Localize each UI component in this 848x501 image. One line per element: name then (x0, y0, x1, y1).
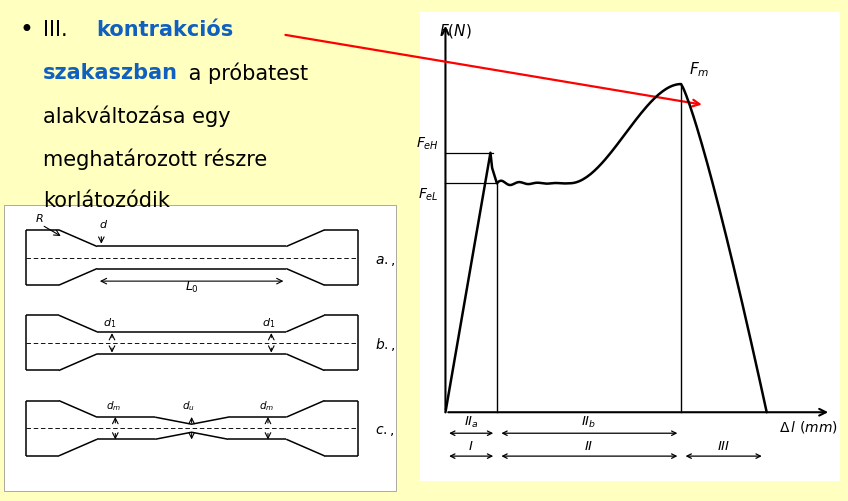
Text: $b.,\,$: $b.,\,$ (375, 335, 396, 352)
Text: $\Delta\,l\ (mm)$: $\Delta\,l\ (mm)$ (778, 418, 837, 434)
Text: $II$: $II$ (584, 439, 594, 451)
Text: alakváltozása egy: alakváltozása egy (42, 105, 231, 127)
Text: $F_m$: $F_m$ (689, 61, 709, 79)
Text: korlátozódik: korlátozódik (42, 190, 170, 210)
Text: $III$: $III$ (717, 439, 731, 451)
Text: $d_m$: $d_m$ (106, 398, 121, 412)
Text: $F_{eH}$: $F_{eH}$ (416, 135, 439, 151)
Text: kontrakciós: kontrakciós (97, 20, 233, 40)
Text: •: • (20, 18, 33, 42)
Text: $a.,\,$: $a.,\,$ (375, 253, 395, 267)
Text: $F_{eL}$: $F_{eL}$ (418, 186, 439, 202)
Text: $L_0$: $L_0$ (185, 280, 199, 295)
Text: $I$: $I$ (468, 439, 474, 451)
Text: szakaszban: szakaszban (42, 63, 178, 83)
Text: $R$: $R$ (36, 211, 44, 223)
Text: $II_b$: $II_b$ (582, 414, 597, 429)
Text: $d_1$: $d_1$ (103, 315, 116, 329)
Bar (4, 205, 396, 491)
Text: III.: III. (42, 20, 74, 40)
Text: $d_m$: $d_m$ (259, 398, 274, 412)
Text: $II_a$: $II_a$ (464, 414, 478, 429)
Text: a próbatest: a próbatest (182, 63, 308, 84)
Text: $F(N)$: $F(N)$ (439, 22, 471, 40)
Text: meghatározott részre: meghatározott részre (42, 148, 267, 169)
Text: $c.,\,$: $c.,\,$ (375, 423, 394, 437)
Text: $d_1$: $d_1$ (262, 315, 275, 329)
Text: $d$: $d$ (99, 218, 109, 230)
Text: $d_u$: $d_u$ (182, 398, 195, 412)
